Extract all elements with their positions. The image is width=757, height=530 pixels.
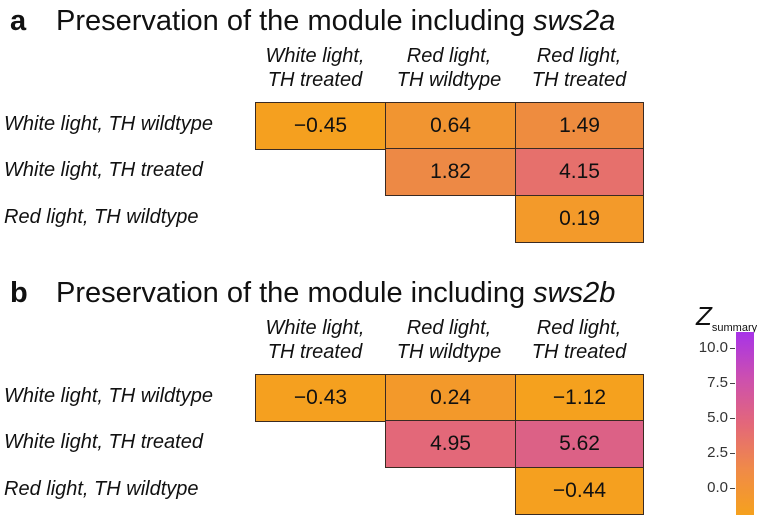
column-header-line: TH treated bbox=[267, 69, 363, 91]
heatmap-cell: −0.45 bbox=[255, 102, 386, 150]
legend-tick-label: 10.0 bbox=[698, 339, 728, 356]
panel-a: a Preservation of the module including s… bbox=[0, 0, 757, 258]
panel-title: Preservation of the module including sws… bbox=[56, 276, 615, 310]
column-header: White light, TH treated bbox=[250, 316, 380, 364]
color-legend: Zsummary 10.0 7.5 5.0 2.5 0.0 bbox=[690, 302, 757, 517]
column-header-line: TH treated bbox=[267, 341, 363, 363]
heatmap-cell: 5.62 bbox=[515, 420, 644, 468]
legend-tick-mark bbox=[730, 488, 735, 489]
column-header-line: Red light, bbox=[406, 317, 492, 339]
column-header: Red light, TH treated bbox=[514, 316, 644, 364]
column-header-line: White light, bbox=[265, 317, 365, 339]
row-header: White light, TH wildtype bbox=[4, 113, 213, 135]
row-header: Red light, TH wildtype bbox=[4, 206, 199, 228]
heatmap-cell: 1.82 bbox=[385, 148, 516, 196]
legend-title-z: Z bbox=[696, 301, 712, 331]
panel-title-text: Preservation of the module including bbox=[56, 277, 534, 309]
heatmap-cell: −1.12 bbox=[515, 374, 644, 422]
legend-title: Zsummary bbox=[696, 302, 757, 336]
row-header: White light, TH treated bbox=[4, 431, 203, 453]
panel-letter: b bbox=[10, 277, 28, 309]
legend-tick-mark bbox=[730, 383, 735, 384]
heatmap-cell: −0.44 bbox=[515, 467, 644, 515]
column-header-line: TH treated bbox=[531, 69, 627, 91]
column-header-line: TH treated bbox=[531, 341, 627, 363]
panel-title-gene: sws2a bbox=[533, 5, 616, 37]
heatmap-cell: 0.19 bbox=[515, 195, 644, 243]
panel-title-gene: sws2b bbox=[533, 277, 616, 309]
heatmap-cell: 1.49 bbox=[515, 102, 644, 150]
heatmap-cell: −0.43 bbox=[255, 374, 386, 422]
legend-tick-mark bbox=[730, 348, 735, 349]
panel-title: Preservation of the module including sws… bbox=[56, 4, 615, 38]
legend-tick-label: 0.0 bbox=[707, 479, 728, 496]
panel-title-text: Preservation of the module including bbox=[56, 5, 534, 37]
heatmap-cell: 4.15 bbox=[515, 148, 644, 196]
column-header: Red light, TH wildtype bbox=[384, 44, 514, 92]
column-header-line: Red light, bbox=[536, 317, 622, 339]
legend-tick-mark bbox=[730, 418, 735, 419]
row-header: White light, TH wildtype bbox=[4, 385, 213, 407]
column-header-line: TH wildtype bbox=[396, 69, 502, 91]
column-header-line: Red light, bbox=[406, 45, 492, 67]
legend-tick-label: 2.5 bbox=[707, 444, 728, 461]
heatmap-cell: 0.64 bbox=[385, 102, 516, 150]
column-header-line: TH wildtype bbox=[396, 341, 502, 363]
legend-tick-label: 5.0 bbox=[707, 409, 728, 426]
legend-title-subscript: summary bbox=[711, 322, 757, 334]
legend-color-bar bbox=[736, 332, 754, 515]
column-header-line: Red light, bbox=[536, 45, 622, 67]
legend-tick-label: 7.5 bbox=[707, 374, 728, 391]
row-header: Red light, TH wildtype bbox=[4, 478, 199, 500]
legend-tick-mark bbox=[730, 453, 735, 454]
panel-b: b Preservation of the module including s… bbox=[0, 272, 757, 530]
heatmap-cell: 4.95 bbox=[385, 420, 516, 468]
heatmap-cell: 0.24 bbox=[385, 374, 516, 422]
column-header: Red light, TH treated bbox=[514, 44, 644, 92]
row-header: White light, TH treated bbox=[4, 159, 203, 181]
panel-letter: a bbox=[10, 5, 27, 37]
column-header: Red light, TH wildtype bbox=[384, 316, 514, 364]
column-header-line: White light, bbox=[265, 45, 365, 67]
column-header: White light, TH treated bbox=[250, 44, 380, 92]
